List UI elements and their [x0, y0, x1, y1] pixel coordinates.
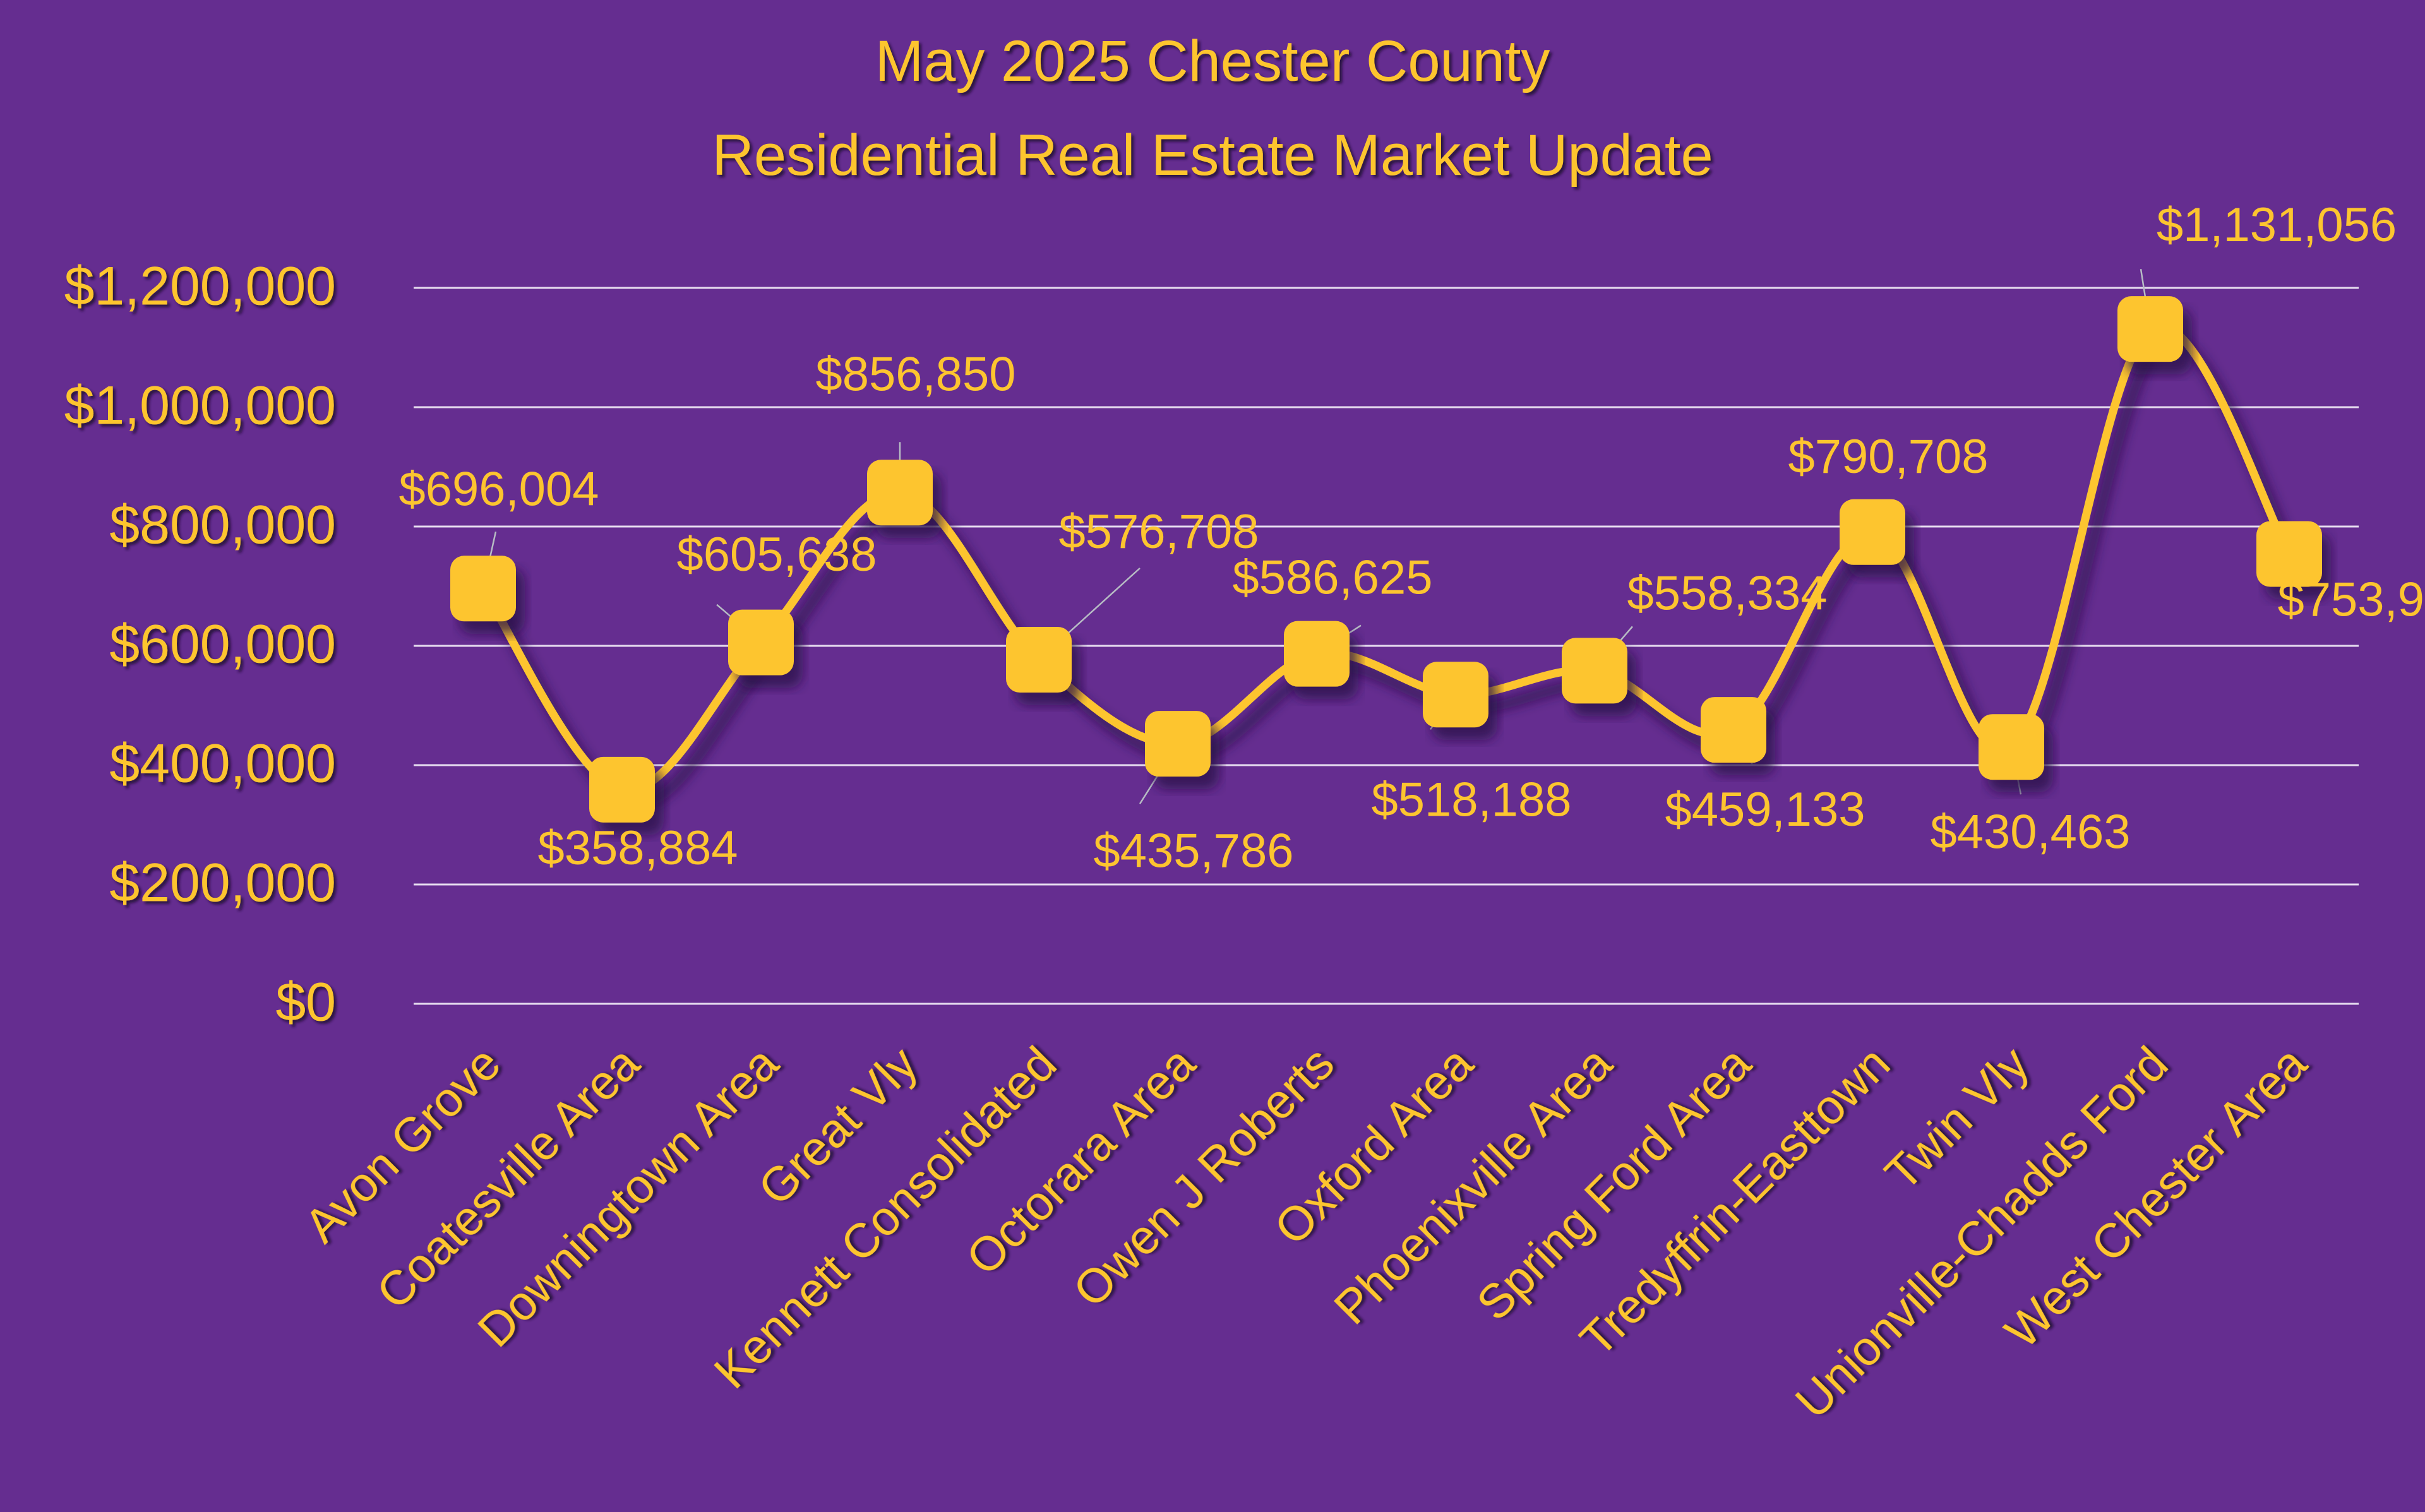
chart-title-line-2: Residential Real Estate Market Update: [712, 123, 1713, 188]
y-tick-label: $0: [275, 972, 336, 1033]
data-label: $790,708: [1788, 430, 1989, 484]
data-label: $856,850: [816, 347, 1016, 401]
y-tick-label: $800,000: [109, 495, 336, 556]
data-marker: [1284, 621, 1350, 687]
x-tick-label: Coatesville Area: [367, 1036, 650, 1319]
data-markers: [450, 296, 2331, 835]
data-marker: [1562, 638, 1627, 704]
chart-title-line-1: May 2025 Chester County: [875, 29, 1550, 93]
data-label: $753,959: [2278, 573, 2425, 627]
data-marker: [1840, 499, 1905, 565]
data-label: $459,133: [1665, 783, 1865, 836]
data-marker: [1979, 714, 2044, 780]
data-marker: [1701, 697, 1766, 763]
y-axis-tick-labels: $0 $200,000 $400,000 $600,000 $800,000 $1,000…: [64, 256, 336, 1033]
data-label: $576,708: [1059, 505, 1259, 559]
data-label: $586,625: [1233, 551, 1433, 605]
y-tick-label: $200,000: [109, 853, 336, 914]
data-marker: [450, 556, 516, 622]
y-tick-label: $1,000,000: [64, 376, 336, 436]
data-label: $435,786: [1094, 824, 1294, 878]
data-marker: [1006, 627, 1072, 693]
y-tick-label: $1,200,000: [64, 256, 336, 317]
data-marker: [1423, 662, 1488, 728]
data-marker: [728, 609, 794, 676]
data-marker: [867, 460, 933, 526]
data-label: $605,638: [677, 528, 877, 581]
data-label: $430,463: [1931, 805, 2131, 859]
y-tick-label: $600,000: [109, 614, 336, 675]
data-label: $1,131,056: [2157, 198, 2397, 252]
y-tick-label: $400,000: [109, 734, 336, 794]
data-marker: [2256, 521, 2322, 587]
data-label: $558,334: [1627, 566, 1828, 620]
data-marker: [2117, 296, 2183, 362]
data-label: $696,004: [399, 462, 599, 516]
chart-title: May 2025 Chester County Residential Real …: [712, 29, 1713, 188]
data-labels: $696,004 $358,884 $605,638 $856,850 $576,708…: [399, 198, 2425, 878]
x-tick-label: Owen J Roberts: [1063, 1037, 1344, 1318]
data-marker: [1145, 711, 1211, 777]
data-label: $518,188: [1372, 773, 1572, 826]
data-label: $358,884: [538, 821, 738, 875]
data-marker: [589, 756, 655, 823]
